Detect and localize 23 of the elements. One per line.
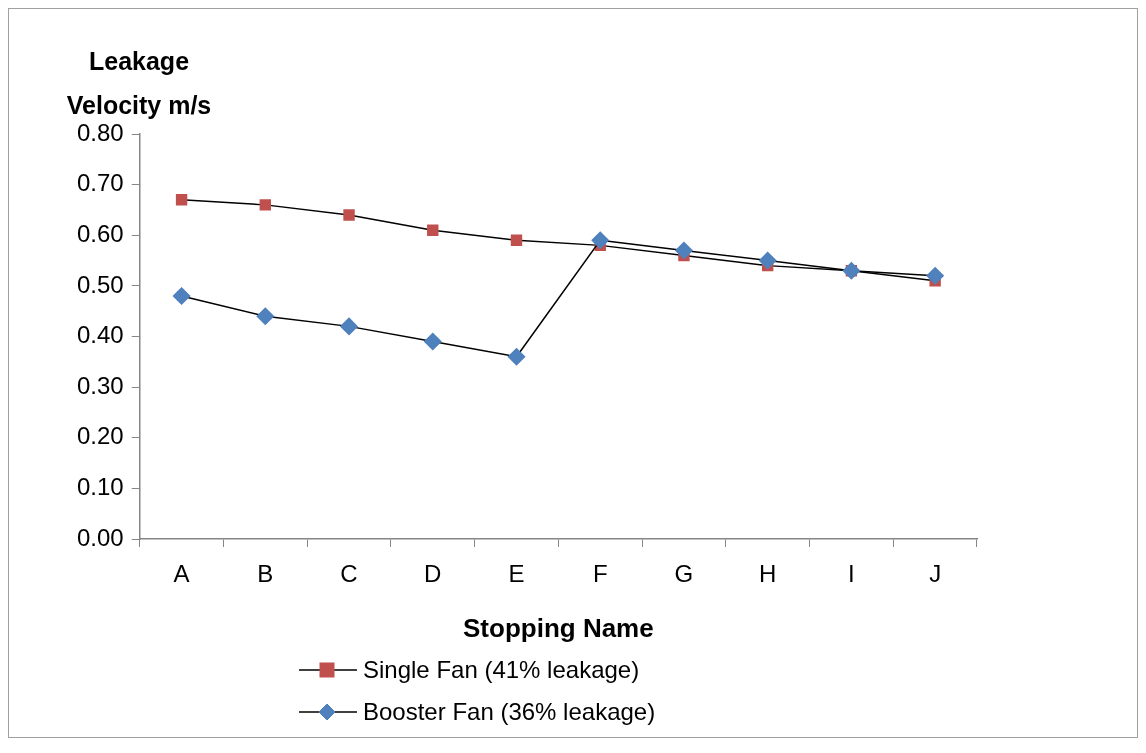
y-tick-label: 0.30 (76, 371, 124, 399)
x-tick-label: G (674, 560, 694, 588)
x-tick-label: A (173, 560, 190, 588)
x-tick-label: E (508, 560, 525, 588)
legend-label: Single Fan (41% leakage) (363, 656, 640, 684)
y-tick-label: 0.20 (76, 422, 124, 450)
x-tick-label: D (424, 560, 442, 588)
legend-label: Booster Fan (36% leakage) (363, 698, 656, 726)
x-tick-label: I (848, 560, 855, 588)
x-tick-label: H (759, 560, 777, 588)
y-tick-label: 0.50 (76, 270, 124, 298)
x-tick-label: F (592, 560, 608, 588)
x-axis-title: Stopping Name (463, 612, 654, 643)
x-tick-label: J (929, 560, 942, 588)
y-tick-label: 0.10 (76, 473, 124, 500)
y-tick-label: 0.80 (76, 118, 124, 146)
x-tick-label: B (257, 560, 274, 588)
y-axis-title: Leakage Velocity m/s (65, 46, 213, 121)
y-tick-label: 0.60 (76, 219, 124, 247)
x-tick-label: C (340, 560, 358, 588)
y-tick-label: 0.00 (76, 523, 124, 551)
y-tick-label: 0.40 (76, 321, 124, 349)
y-tick-label: 0.70 (76, 169, 124, 197)
